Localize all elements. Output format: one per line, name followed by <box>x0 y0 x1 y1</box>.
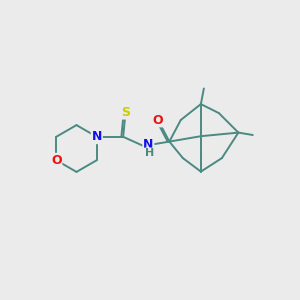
Text: O: O <box>153 113 163 127</box>
Text: O: O <box>51 154 62 167</box>
Text: H: H <box>145 148 154 158</box>
Text: N: N <box>92 130 102 143</box>
Text: S: S <box>121 106 130 119</box>
Text: N: N <box>143 138 154 151</box>
